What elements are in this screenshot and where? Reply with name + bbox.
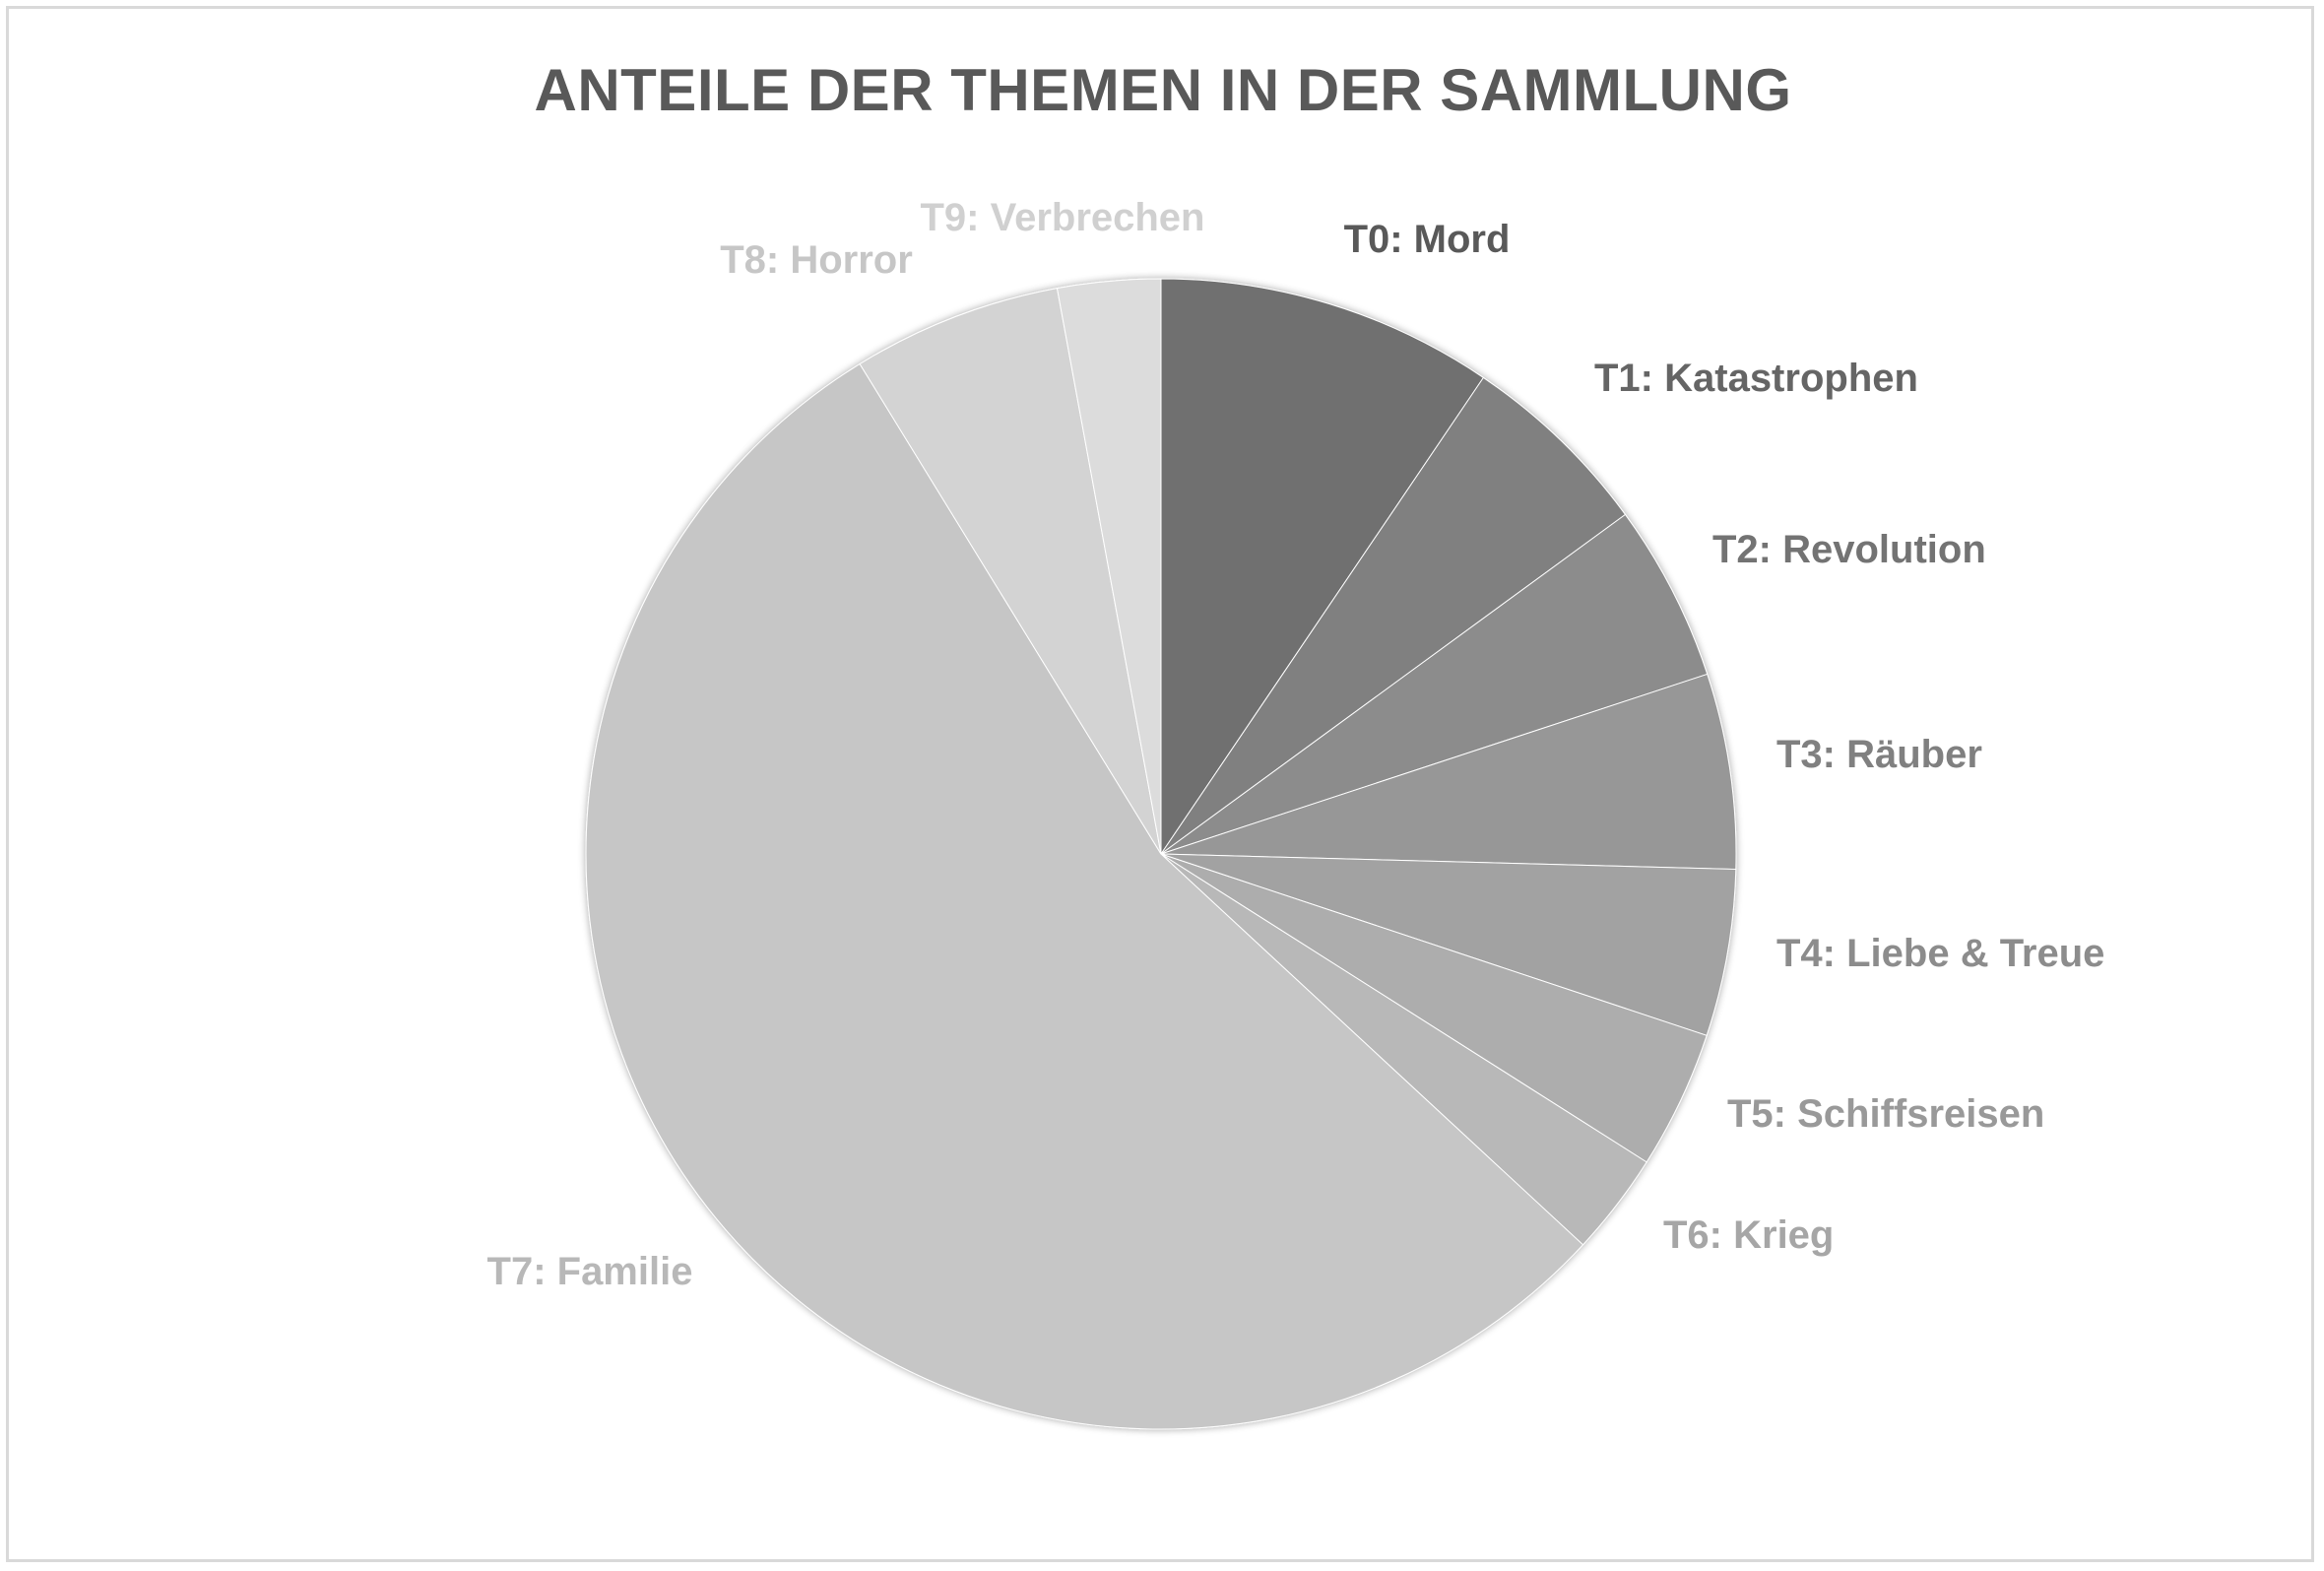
pie-slices xyxy=(585,278,1737,1430)
slice-label-9: T9: Verbrechen xyxy=(920,196,1204,239)
slice-label-6: T6: Krieg xyxy=(1663,1213,1834,1257)
slice-label-5: T5: Schiffsreisen xyxy=(1727,1092,2044,1136)
pie-slice-3 xyxy=(1160,673,1737,871)
slice-label-4: T4: Liebe & Treue xyxy=(1776,932,2104,975)
pie-slice-4 xyxy=(1160,853,1737,1036)
slice-label-1: T1: Katastrophen xyxy=(1594,357,1918,400)
pie-slice-1 xyxy=(1160,376,1627,855)
pie-slice-0 xyxy=(1160,278,1485,856)
slice-label-0: T0: Mord xyxy=(1344,218,1511,261)
chart-area: ANTEILE DER THEMEN IN DER SAMMLUNG T0: M… xyxy=(6,6,2314,1562)
pie-labels: T0: Mord T1: Katastrophen T2: Revolution T3… xyxy=(487,196,2105,1293)
pie-slice-8 xyxy=(859,288,1162,855)
pie-slice-9 xyxy=(1056,278,1162,855)
chart-title: ANTEILE DER THEMEN IN DER SAMMLUNG xyxy=(534,57,1792,123)
slice-label-3: T3: Räuber xyxy=(1776,733,1982,776)
slice-label-7: T7: Familie xyxy=(487,1250,693,1293)
slice-label-2: T2: Revolution xyxy=(1712,528,1986,571)
slice-label-8: T8: Horror xyxy=(720,238,913,282)
pie-chart: T0: Mord T1: Katastrophen T2: Revolution T3… xyxy=(487,196,2105,1430)
pie-slice-2 xyxy=(1160,513,1709,855)
pie-slice-7 xyxy=(585,362,1584,1430)
